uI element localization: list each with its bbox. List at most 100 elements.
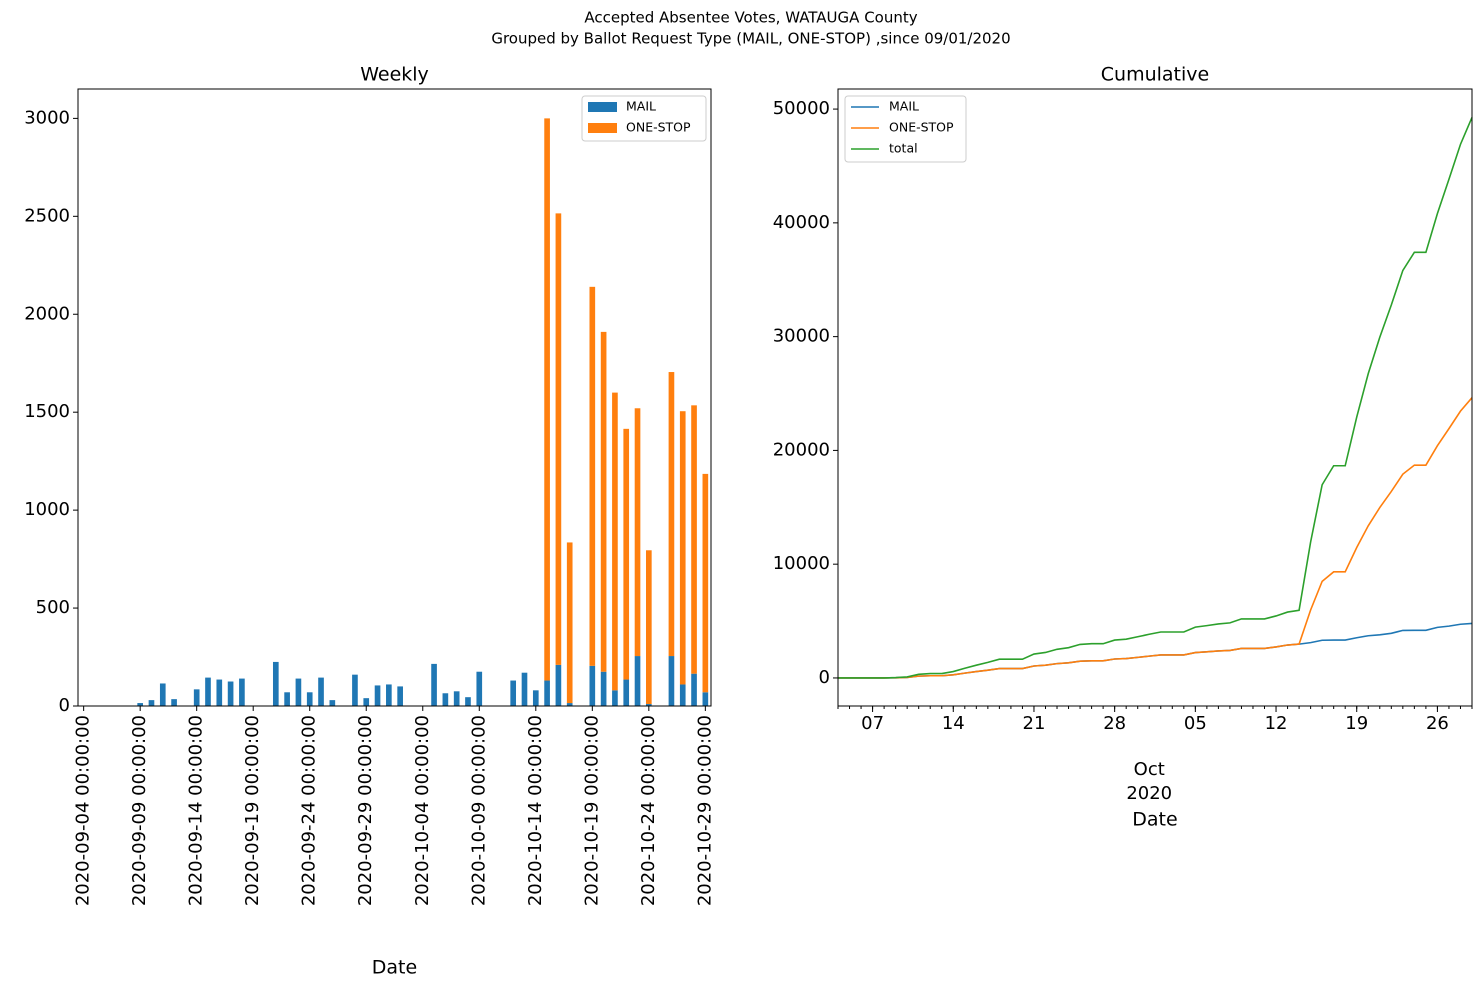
x-tick-label: 2020-09-04 00:00:00 [73, 715, 94, 906]
y-tick-label: 500 [36, 597, 70, 618]
legend-label: ONE-STOP [626, 120, 691, 135]
bar [555, 213, 562, 665]
bar [612, 392, 618, 691]
legend-swatch [588, 123, 617, 133]
bar [442, 693, 449, 706]
x-tick-label: 2020-10-24 00:00:00 [638, 715, 659, 906]
bar [205, 677, 211, 706]
axes-title: Weekly [360, 64, 429, 86]
line [838, 622, 1473, 679]
legend-label: total [889, 141, 918, 156]
x-tick-label: 2020-09-29 00:00:00 [355, 715, 376, 906]
x-tick-label: 19 [1345, 713, 1368, 734]
bar [397, 686, 403, 706]
bar [295, 678, 302, 706]
plot-frame [77, 88, 712, 707]
figure-subtitle: Grouped by Ballot Request Type (MAIL, ON… [491, 30, 1010, 48]
bar [329, 700, 336, 706]
bar [137, 703, 143, 706]
bar [555, 664, 562, 706]
bar [352, 674, 358, 706]
bar [634, 408, 641, 657]
bar [646, 550, 652, 705]
bar [612, 690, 618, 706]
bar [239, 678, 245, 706]
axes-title: Cumulative [1101, 64, 1209, 86]
x-tick-label: 21 [1023, 713, 1046, 734]
x-year-label: 2020 [1126, 783, 1172, 804]
bar [702, 692, 709, 706]
x-month-label: Oct [1134, 759, 1165, 780]
y-tick-label: 0 [59, 695, 70, 716]
bar [363, 698, 370, 706]
x-tick-label: 05 [1184, 713, 1207, 734]
y-tick-label: 1500 [24, 401, 70, 422]
x-tick-label: 2020-09-14 00:00:00 [186, 715, 207, 906]
legend-box [844, 95, 967, 163]
x-tick-label: 28 [1103, 713, 1126, 734]
bar [691, 405, 697, 674]
line [838, 117, 1473, 679]
bar [623, 428, 630, 680]
bar [544, 680, 550, 706]
bar [679, 684, 686, 706]
bar [374, 685, 381, 706]
legend-label: MAIL [889, 99, 919, 114]
x-tick-label: 2020-10-19 00:00:00 [581, 715, 602, 906]
bar [171, 699, 177, 706]
y-tick-label: 1000 [24, 499, 70, 520]
x-tick-label: 2020-10-09 00:00:00 [468, 715, 489, 906]
bar [566, 703, 573, 706]
x-tick-label: 07 [861, 713, 884, 734]
bar [476, 671, 483, 706]
x-tick-label: 12 [1265, 713, 1288, 734]
bar [691, 673, 697, 706]
bar [668, 656, 675, 706]
bar [284, 692, 290, 706]
plot-frame [837, 88, 1473, 707]
bar [589, 665, 596, 706]
y-tick-label: 2500 [24, 205, 70, 226]
x-tick-label: 2020-10-14 00:00:00 [525, 715, 546, 906]
bar [566, 542, 573, 704]
bar [193, 689, 200, 706]
bar [465, 697, 471, 706]
bar [227, 681, 234, 706]
bar [159, 683, 166, 706]
y-tick-label: 2000 [24, 303, 70, 324]
bar [702, 473, 709, 693]
x-tick-label: 2020-09-09 00:00:00 [129, 715, 150, 906]
x-tick-label: 2020-10-29 00:00:00 [694, 715, 715, 906]
y-tick-label: 20000 [773, 439, 830, 460]
bar [386, 684, 392, 706]
y-tick-label: 40000 [773, 212, 830, 233]
bar [521, 672, 528, 706]
bar [318, 677, 324, 706]
bar [431, 663, 437, 706]
bar [634, 656, 641, 706]
y-tick-label: 50000 [773, 98, 830, 119]
legend-swatch [588, 102, 617, 112]
legend-label: MAIL [626, 99, 656, 114]
bar [544, 118, 550, 681]
line [838, 397, 1473, 679]
y-tick-label: 0 [819, 667, 830, 688]
bar [600, 331, 607, 672]
bar [589, 286, 596, 666]
bar [453, 691, 460, 706]
legend-label: ONE-STOP [889, 120, 954, 135]
bar [646, 704, 652, 706]
y-tick-label: 30000 [773, 326, 830, 347]
x-axis-label: Date [372, 957, 417, 979]
x-tick-label: 14 [942, 713, 965, 734]
bar [679, 411, 686, 685]
bar [216, 679, 223, 706]
bar [668, 372, 675, 657]
bar [510, 680, 517, 706]
bar [532, 690, 539, 706]
bar [623, 679, 630, 706]
y-tick-label: 3000 [24, 107, 70, 128]
y-tick-label: 10000 [773, 553, 830, 574]
x-tick-label: 2020-10-04 00:00:00 [412, 715, 433, 906]
